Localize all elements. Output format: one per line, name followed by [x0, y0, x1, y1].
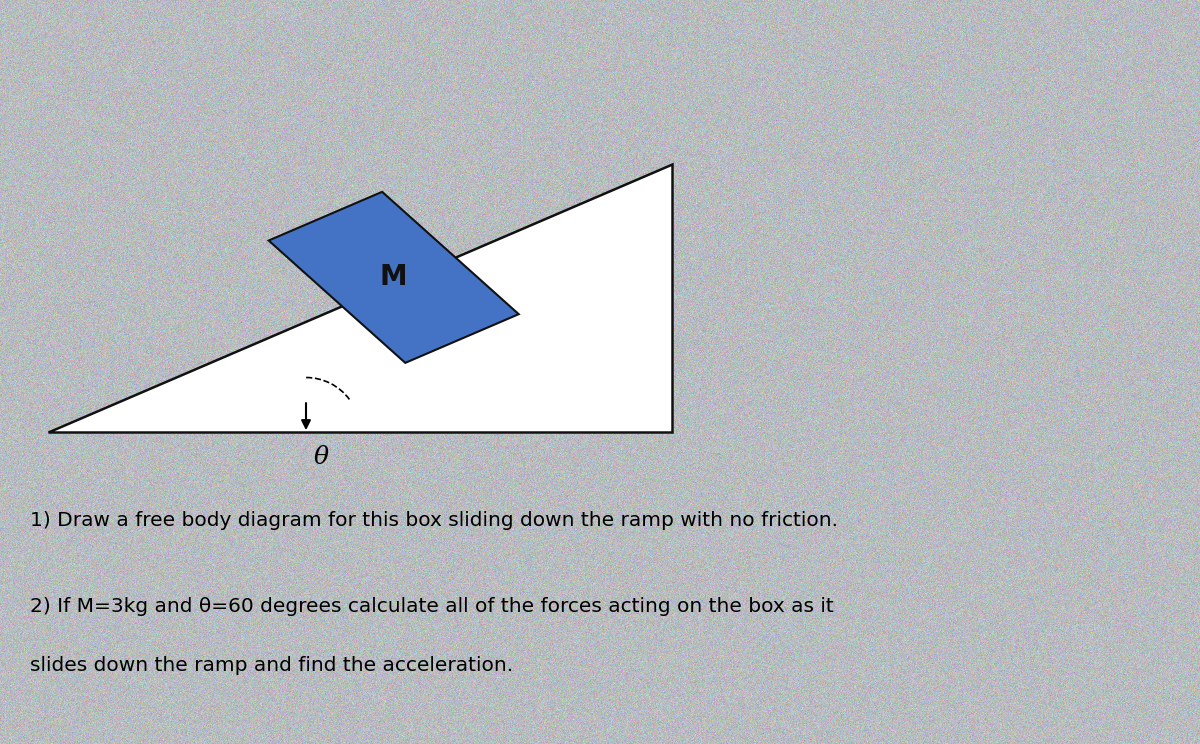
Polygon shape — [269, 192, 518, 363]
Text: 1) Draw a free body diagram for this box sliding down the ramp with no friction.: 1) Draw a free body diagram for this box… — [30, 511, 838, 530]
Text: θ: θ — [314, 446, 329, 469]
Text: M: M — [380, 263, 408, 292]
Polygon shape — [48, 164, 672, 432]
Text: 2) If M=3kg and θ=60 degrees calculate all of the forces acting on the box as it: 2) If M=3kg and θ=60 degrees calculate a… — [30, 597, 834, 616]
Text: slides down the ramp and find the acceleration.: slides down the ramp and find the accele… — [30, 656, 514, 676]
